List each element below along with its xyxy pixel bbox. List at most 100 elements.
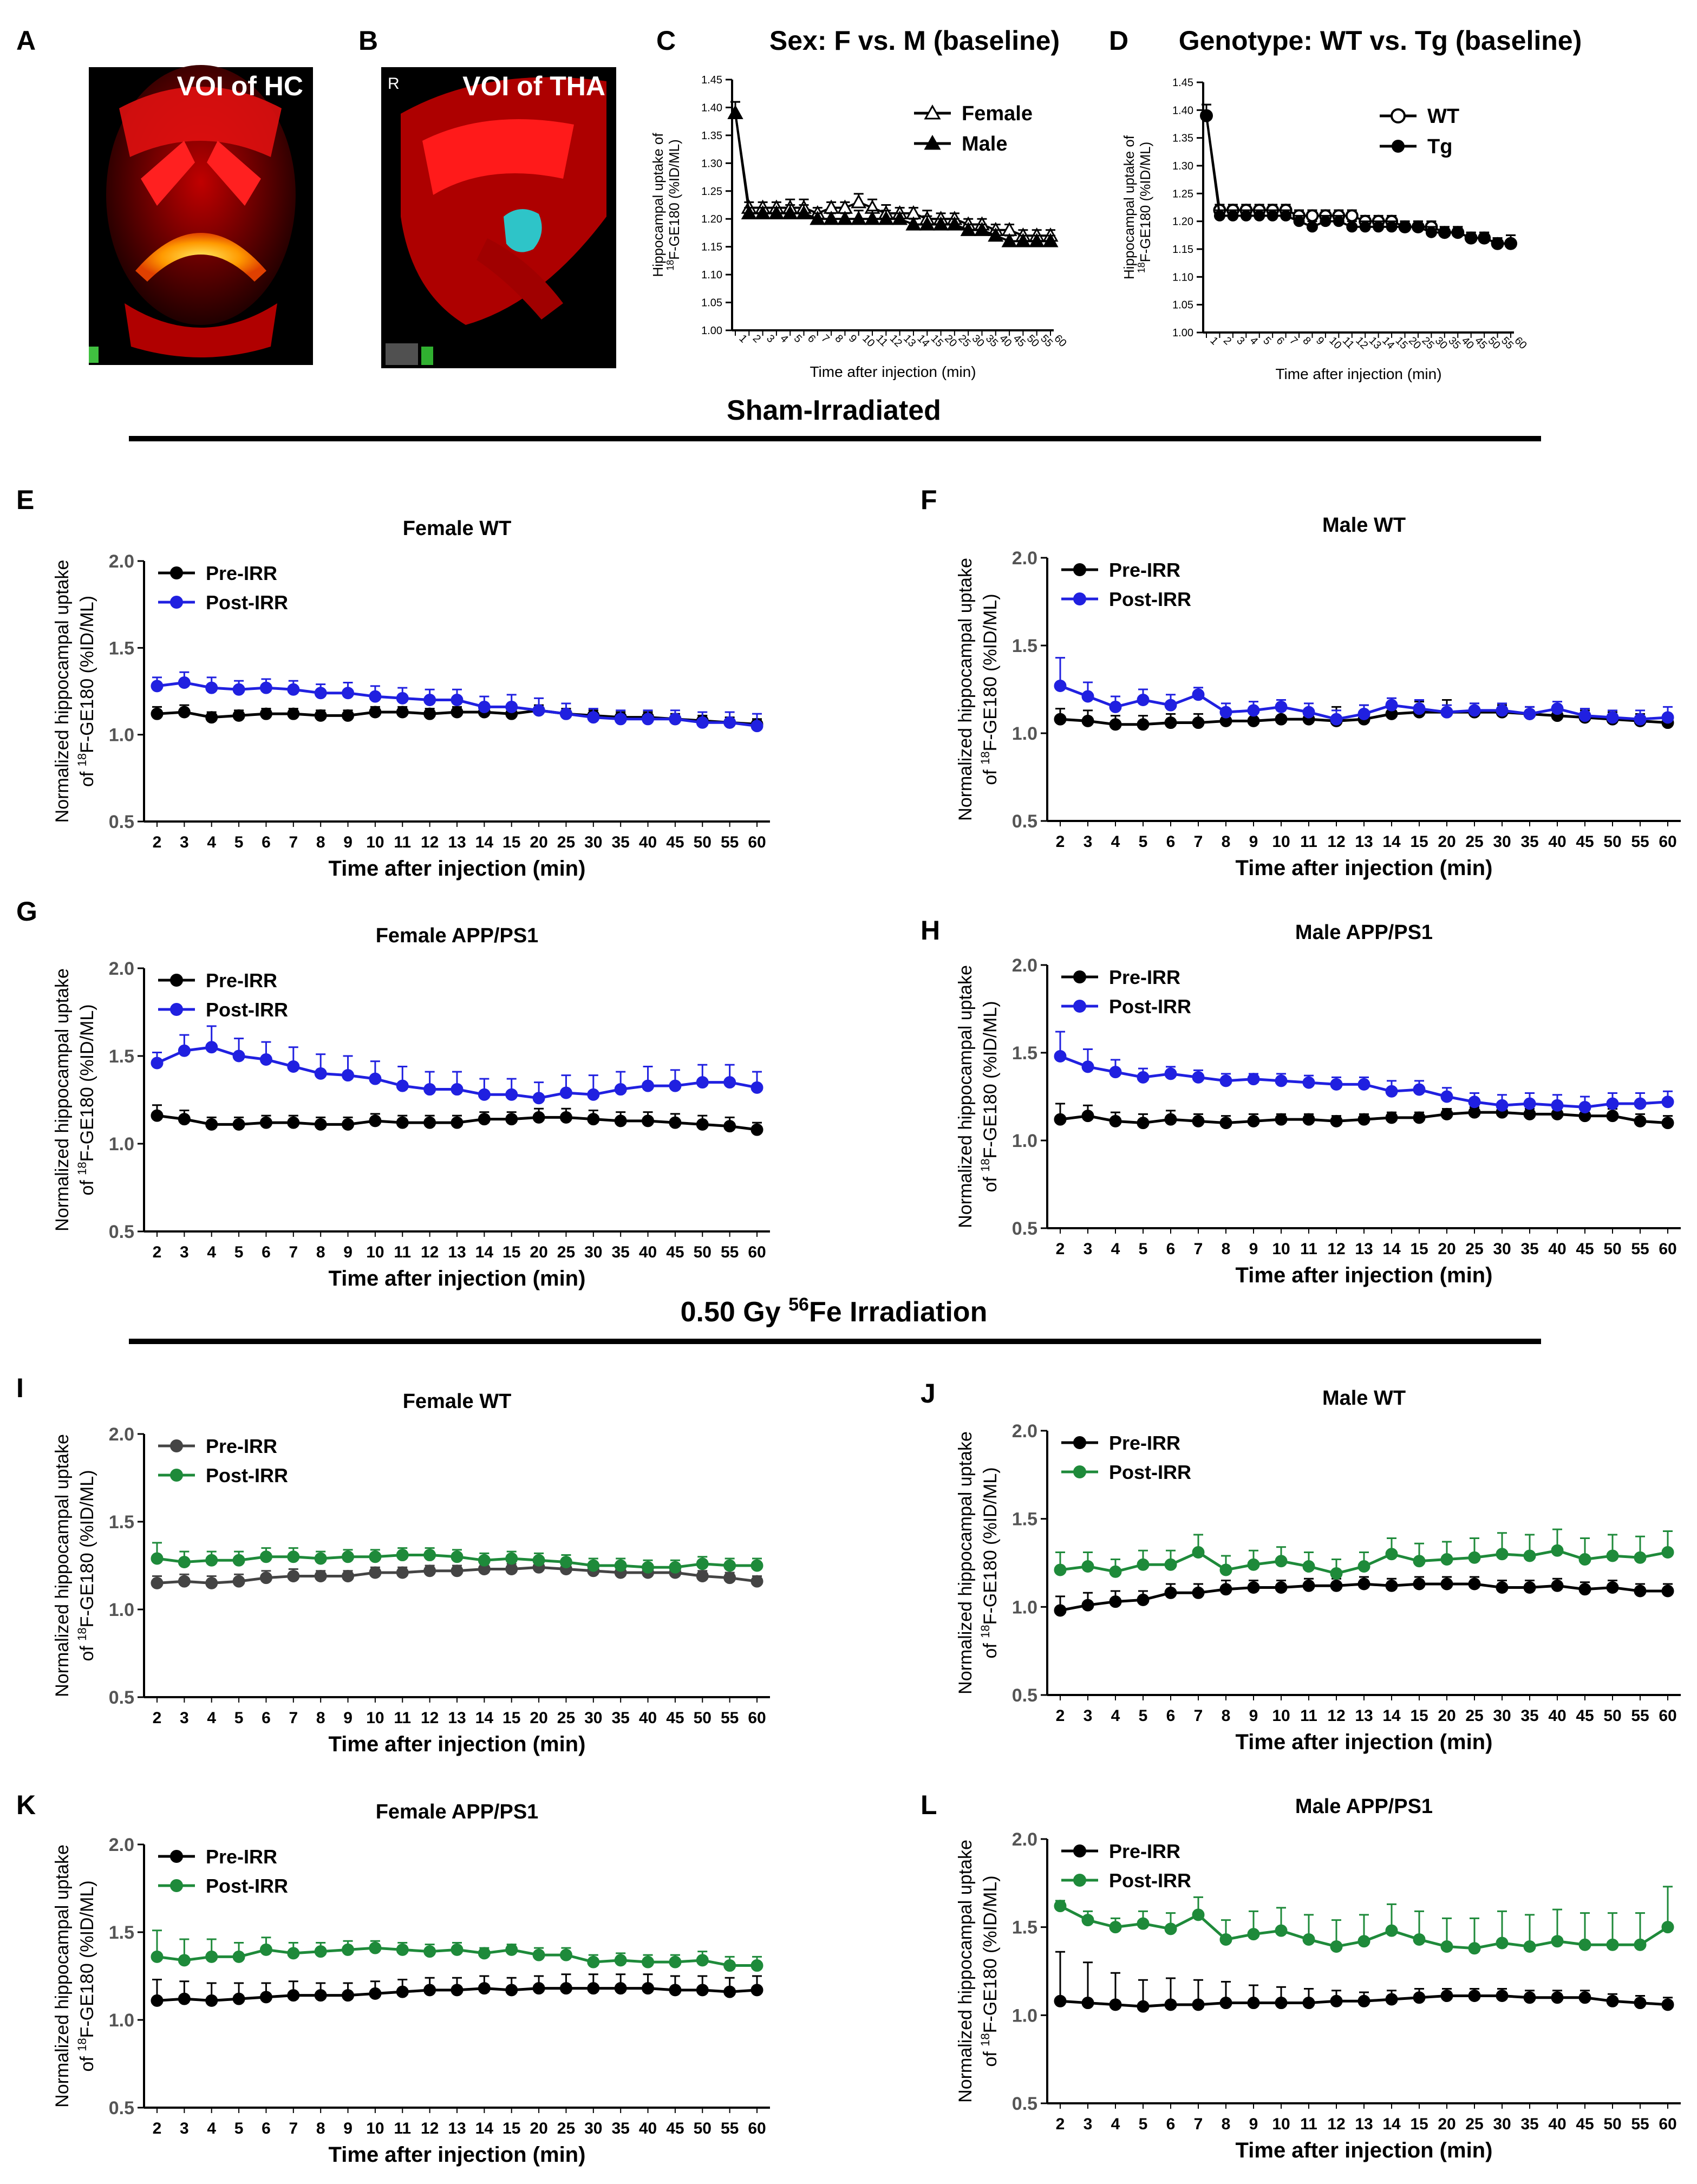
chart-c-ytick-label: 1.35: [701, 130, 722, 142]
chart-e-post-irr-point: [287, 683, 300, 696]
chart-j-pre-irr-point: [1661, 1585, 1674, 1598]
chart-j-xtick-label: 7: [1194, 1707, 1203, 1725]
chart-i-panel-letter: I: [16, 1373, 24, 1403]
chart-d-tg-point: [1478, 232, 1490, 244]
chart-k-xtick-label: 14: [475, 2120, 494, 2137]
chart-h-xtick-label: 25: [1465, 1240, 1483, 1258]
chart-c-xtick-label: 5: [792, 333, 804, 345]
chart-e-post-irr-point: [314, 687, 327, 700]
chart-k-xtick-label: 35: [611, 2120, 629, 2137]
chart-l-post-irr-point: [1054, 1900, 1067, 1913]
chart-g-post-irr-point: [342, 1069, 355, 1082]
chart-c-male-point: [988, 227, 1004, 242]
chart-h-post-irr-point: [1247, 1073, 1260, 1086]
chart-h-xtick-label: 20: [1438, 1240, 1455, 1258]
chart-j-ylabel-rest: F-GE180 (%ID/ML): [980, 1467, 1001, 1625]
chart-c-ytick-label: 1.05: [701, 297, 722, 309]
chart-h-pre-irr-legend-marker: [1073, 970, 1086, 983]
chart-e-post-irr-point: [696, 716, 709, 729]
chart-k-ytick-label: 0.5: [109, 2098, 134, 2118]
chart-k-pre-irr-point: [505, 1984, 518, 1997]
chart-e-xtick-label: 2: [153, 833, 162, 851]
chart-k-xtick-label: 6: [262, 2120, 271, 2137]
chart-h-ytick-label: 2.0: [1012, 955, 1037, 976]
chart-i-pre-irr-point: [178, 1575, 191, 1588]
chart-i-pre-irr-point: [451, 1564, 464, 1577]
chart-h-pre-irr-point: [1302, 1113, 1315, 1126]
chart-f-xtick-label: 3: [1084, 833, 1093, 851]
chart-e-xtick-label: 15: [502, 833, 520, 851]
chart-i-xtick-label: 25: [557, 1709, 575, 1727]
chart-f-pre-irr-point: [1192, 716, 1205, 729]
chart-f-post-irr-point: [1219, 706, 1232, 719]
chart-c-male-legend-label: Male: [962, 133, 1007, 155]
chart-i-title: Female WT: [403, 1390, 512, 1413]
chart-d-tg-point: [1386, 221, 1398, 233]
chart-f-xtick-label: 35: [1520, 833, 1538, 851]
chart-i: I0.51.01.52.02 3 4 5 6 7 8 9 10 11 12 13 14 15 20 25 30 3…: [16, 1373, 770, 1756]
chart-g-post-irr-legend-label: Post-IRR: [206, 999, 288, 1021]
chart-c-ytick-label: 1.30: [701, 158, 722, 169]
chart-d-ytick-label: 1.00: [1172, 327, 1193, 339]
chart-j-xtick-label: 2: [1056, 1707, 1065, 1725]
chart-c-ytick-label: 1.20: [701, 213, 722, 225]
chart-h-xtick-label: 13: [1355, 1240, 1373, 1258]
chart-e-post-irr-point: [259, 681, 272, 694]
chart-g-ytick-label: 1.0: [109, 1134, 134, 1155]
chart-c-xlabel: Time after injection (min): [810, 363, 976, 380]
chart-i-ylabel-pre: of: [77, 1641, 97, 1661]
fe-isotope-superscript: 56: [788, 1294, 809, 1315]
chart-h-xtick-label: 5: [1139, 1240, 1148, 1258]
chart-k-pre-irr-point: [669, 1984, 682, 1997]
chart-g-post-irr-point: [369, 1072, 382, 1085]
chart-e-xtick-label: 3: [180, 833, 189, 851]
chart-k-post-irr-point: [178, 1954, 191, 1967]
chart-i-xtick-label: 55: [721, 1709, 739, 1727]
chart-g-ylabel-line2: of 18F-GE180 (%ID/ML): [75, 1004, 97, 1195]
chart-f-xtick-label: 9: [1249, 833, 1258, 851]
chart-h-ylabel-pre: of: [980, 1172, 1001, 1192]
chart-k-post-irr-point: [423, 1945, 436, 1958]
chart-k-xtick-label: 2: [153, 2120, 162, 2137]
chart-h-post-irr-point: [1137, 1071, 1150, 1084]
chart-k-post-irr-legend-marker: [170, 1879, 183, 1892]
chart-l-xtick-label: 25: [1465, 2115, 1483, 2133]
chart-h-post-irr-point: [1219, 1074, 1232, 1087]
chart-f-post-irr-legend-marker: [1073, 592, 1086, 605]
chart-f-xtick-label: 50: [1603, 833, 1621, 851]
chart-f-xtick-label: 25: [1465, 833, 1483, 851]
chart-g-post-irr-point: [232, 1049, 245, 1062]
chart-c-title: Sex: F vs. M (baseline): [769, 25, 1060, 56]
chart-l-post-irr-point: [1578, 1938, 1591, 1951]
chart-j-post-irr-point: [1385, 1548, 1398, 1561]
chart-l-pre-irr-point: [1164, 1998, 1177, 2011]
chart-h-xtick-label: 40: [1548, 1240, 1566, 1258]
chart-g-xtick-label: 15: [502, 1243, 520, 1261]
chart-i-ytick-label: 2.0: [109, 1424, 134, 1445]
chart-f-pre-irr-point: [1137, 718, 1150, 731]
chart-i-post-irr-point: [696, 1557, 709, 1570]
chart-g-pre-irr-point: [287, 1116, 300, 1129]
chart-i-ylabel-rest: F-GE180 (%ID/ML): [77, 1470, 97, 1627]
chart-h-post-irr-point: [1192, 1071, 1205, 1084]
chart-e-xtick-label: 10: [366, 833, 384, 851]
chart-d-tg-point: [1200, 110, 1212, 122]
chart-f-post-irr-point: [1054, 680, 1067, 693]
chart-k-post-irr-point: [396, 1943, 409, 1956]
chart-k-xtick-label: 25: [557, 2120, 575, 2137]
chart-l-post-irr-point: [1109, 1921, 1122, 1934]
chart-g-xtick-label: 13: [448, 1243, 466, 1261]
chart-g-pre-irr-point: [587, 1113, 600, 1126]
chart-d-ytick-label: 1.05: [1172, 299, 1193, 311]
chart-l-post-irr-point: [1164, 1922, 1177, 1935]
chart-e-pre-irr-point: [342, 709, 355, 722]
chart-f-post-irr-point: [1385, 699, 1398, 712]
chart-e-ytick-label: 1.0: [109, 725, 134, 746]
chart-k-title: Female APP/PS1: [376, 1801, 539, 1823]
chart-f-ylabel-line1: Normalized hippocampal uptake: [955, 558, 976, 821]
chart-k-post-irr-point: [451, 1943, 464, 1956]
chart-d-ylabel-sup: 18: [1136, 262, 1147, 273]
chart-e-xtick-label: 7: [289, 833, 298, 851]
chart-e-ylabel-pre: of: [77, 766, 97, 787]
